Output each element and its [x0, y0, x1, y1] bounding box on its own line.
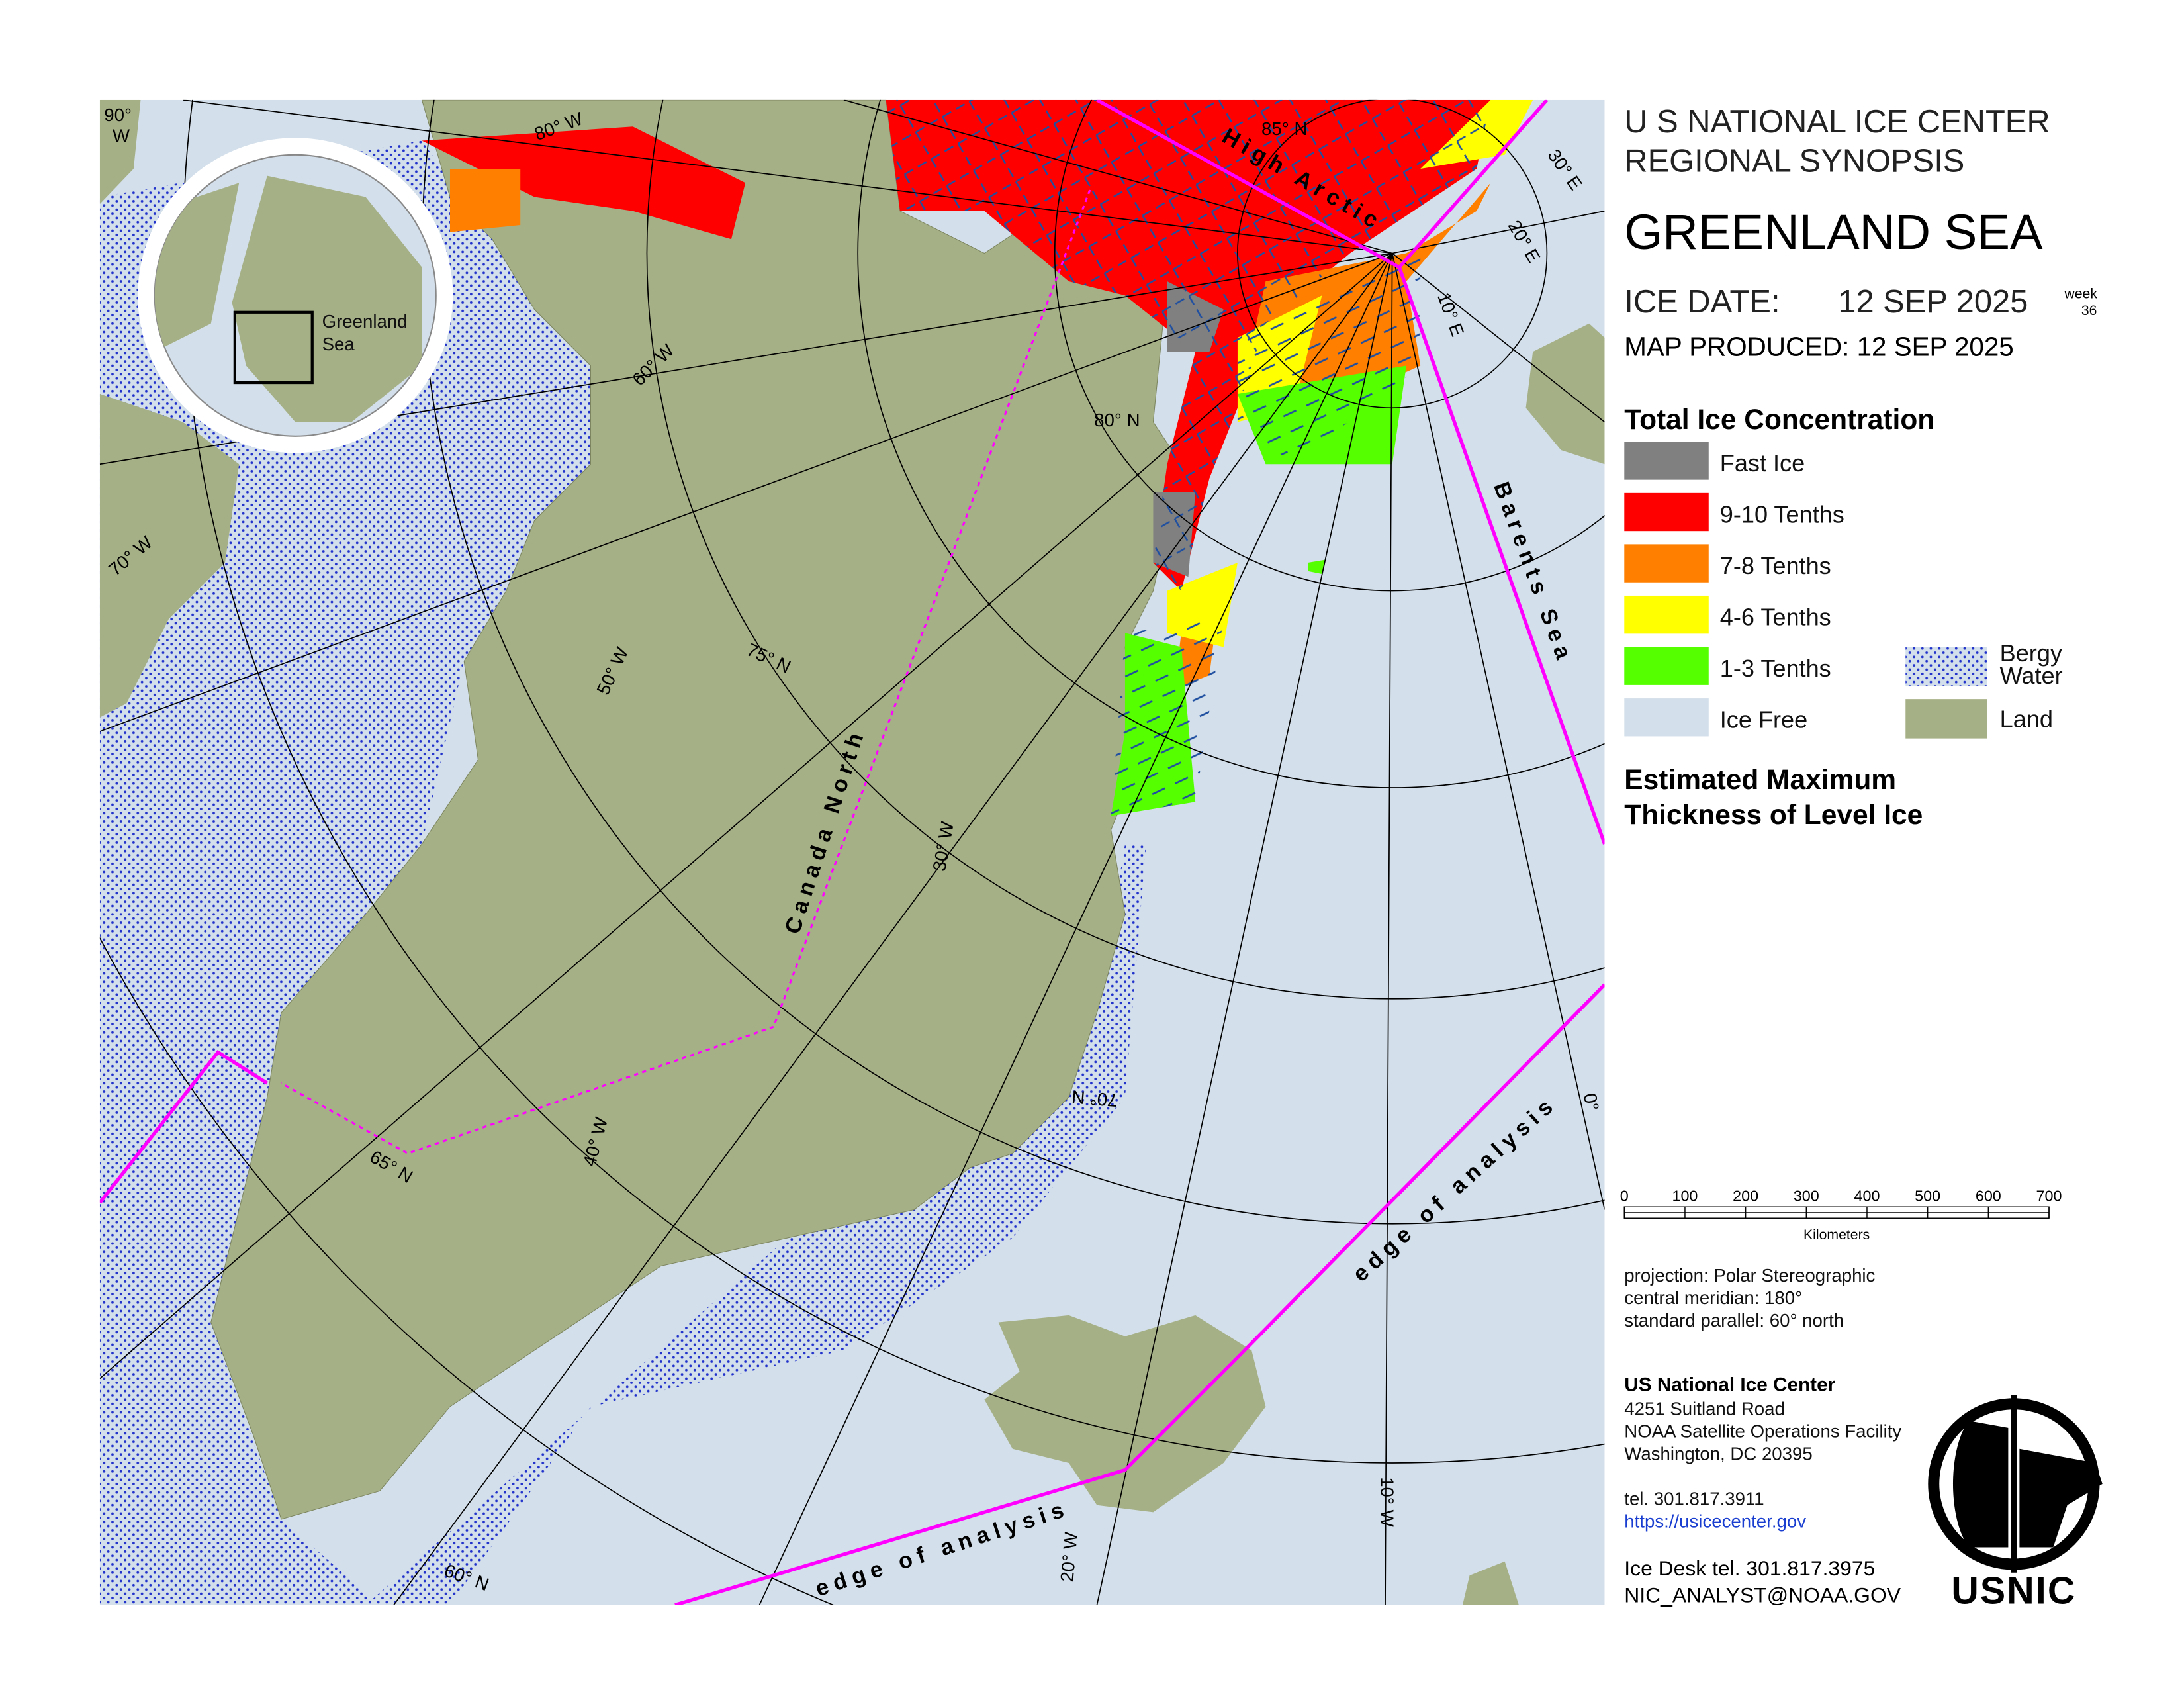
- legend-label: 1-3 Tenths: [1720, 655, 1831, 682]
- iceland: [984, 1315, 1266, 1513]
- scale-label: 600: [1976, 1188, 2001, 1205]
- concentration-legend: Fast Ice 9-10 Tenths 7-8 Tenths 4-6 Tenths 1…: [1624, 442, 1844, 737]
- contact-name: US National Ice Center: [1624, 1374, 1835, 1396]
- scale-label: 0: [1620, 1188, 1629, 1205]
- bergy-swatch: [1905, 647, 1987, 687]
- grid-label: 10° W: [1377, 1477, 1398, 1526]
- legend-swatch: [1624, 442, 1709, 480]
- legend-label: Bergy: [2000, 639, 2062, 667]
- legend-swatch: [1624, 544, 1709, 583]
- old-ice-hatch: [886, 99, 1491, 591]
- legend-label: Land: [2000, 706, 2053, 733]
- grid-label: 90°: [104, 105, 132, 125]
- thick-ice-hatch: [1111, 253, 1421, 816]
- scale-label: 500: [1915, 1188, 1940, 1205]
- produced: MAP PRODUCED: 12 SEP 2025: [1624, 332, 2013, 362]
- grid-label: W: [113, 126, 130, 146]
- legend-label: Water: [2000, 662, 2063, 689]
- projection: central meridian: 180°: [1624, 1288, 1802, 1308]
- legend-swatch: [1624, 698, 1709, 737]
- grid-label: 0°: [1580, 1092, 1603, 1112]
- tel: tel. 301.817.3911: [1624, 1489, 1764, 1509]
- grid-label: 70° N: [1071, 1086, 1118, 1111]
- logo-text: USNIC: [1951, 1570, 2076, 1612]
- logo: USNIC: [1928, 1395, 2103, 1612]
- scale-label: 400: [1854, 1188, 1880, 1205]
- scale-label: 300: [1794, 1188, 1819, 1205]
- region-title: GREENLAND SEA: [1624, 205, 2043, 259]
- legend-swatch: [1624, 492, 1709, 532]
- land-swatch: [1905, 699, 1987, 739]
- ice-date-label: ICE DATE:: [1624, 284, 1780, 320]
- inset-label: Greenland: [322, 311, 408, 332]
- url[interactable]: https://usicecenter.gov: [1624, 1511, 1806, 1532]
- ice-date: 12 SEP 2025: [1838, 284, 2028, 320]
- legend-label: 9-10 Tenths: [1720, 500, 1844, 528]
- legend-swatch: [1624, 647, 1709, 685]
- inset-map: Greenland Sea: [138, 138, 453, 453]
- address: NOAA Satellite Operations Facility: [1624, 1421, 1901, 1442]
- canada: [99, 99, 240, 718]
- inset-label: Sea: [322, 334, 355, 354]
- address: Washington, DC 20395: [1624, 1444, 1812, 1464]
- scale-bar: 0 100 200 300 400 500 600 700: [1620, 1188, 2062, 1219]
- legend-swatch: [1624, 595, 1709, 634]
- desk-tel: Ice Desk tel. 301.817.3975: [1624, 1556, 1875, 1580]
- grid-label: 80° N: [1094, 410, 1140, 430]
- side-panel: U S NATIONAL ICE CENTER REGIONAL SYNOPSI…: [1620, 104, 2103, 1612]
- scale-label: 700: [2036, 1188, 2062, 1205]
- thickness-title: Thickness of Level Ice: [1624, 800, 1923, 831]
- projection: standard parallel: 60° north: [1624, 1310, 1844, 1331]
- scale-label: 100: [1672, 1188, 1698, 1205]
- scale-unit: Kilometers: [1803, 1227, 1870, 1243]
- email: NIC_ANALYST@NOAA.GOV: [1624, 1583, 1901, 1607]
- scale-label: 200: [1733, 1188, 1758, 1205]
- legend-label: 7-8 Tenths: [1720, 552, 1831, 579]
- bergy-water: [365, 844, 1146, 1605]
- address: 4251 Suitland Road: [1624, 1399, 1785, 1419]
- thickness-title: Estimated Maximum: [1624, 765, 1896, 796]
- legend-title: Total Ice Concentration: [1624, 404, 1934, 436]
- legend-label: Fast Ice: [1720, 449, 1805, 477]
- legend-label: Ice Free: [1720, 706, 1807, 733]
- subtitle: REGIONAL SYNOPSIS: [1624, 143, 1964, 179]
- legend-label: 4-6 Tenths: [1720, 604, 1831, 631]
- region-boundaries: [99, 99, 1605, 1605]
- week: 36: [2081, 303, 2097, 318]
- week-label: week: [2064, 286, 2097, 302]
- title: U S NATIONAL ICE CENTER: [1624, 104, 2050, 140]
- projection: projection: Polar Stereographic: [1624, 1265, 1875, 1286]
- grid-label: 85° N: [1261, 118, 1307, 139]
- islands: [1462, 323, 1605, 1605]
- grid-label: 20° W: [1056, 1531, 1081, 1583]
